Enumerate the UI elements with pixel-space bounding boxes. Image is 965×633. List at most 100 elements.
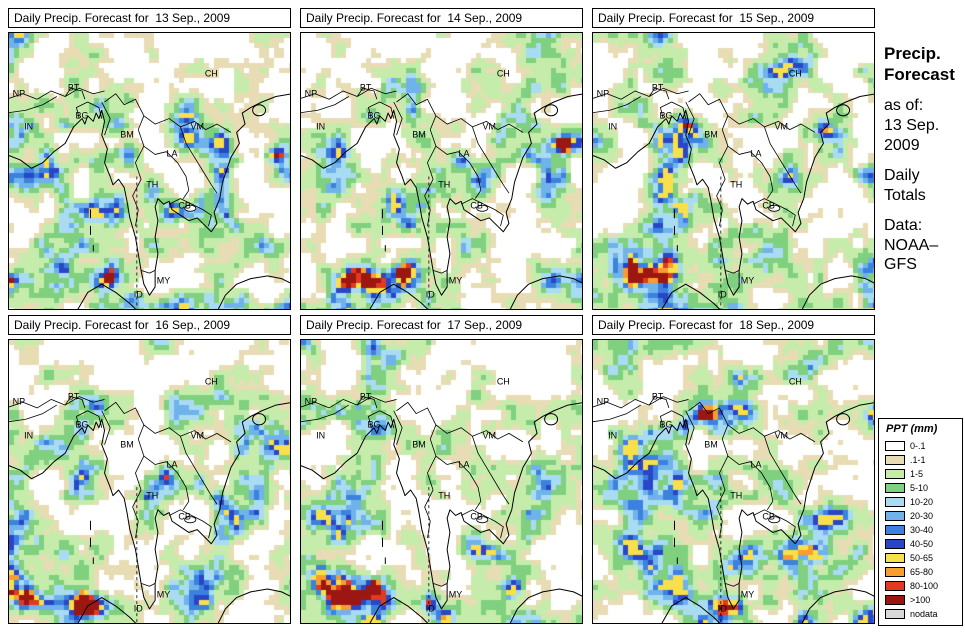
- map-label-bm: BM: [412, 439, 426, 450]
- map-label-in: IN: [608, 430, 618, 441]
- map-label-cb: CB: [762, 200, 775, 210]
- borneo-coastline: [509, 589, 582, 623]
- as-of-date-line1: 13 Sep.: [884, 116, 940, 134]
- spacer: [884, 85, 964, 96]
- legend-title: PPT (mm): [886, 423, 938, 435]
- data-source-line2: GFS: [884, 256, 917, 274]
- map-label-bm: BM: [120, 439, 134, 450]
- legend-swatch: [885, 483, 905, 493]
- legend-swatch: [885, 441, 905, 451]
- legend-swatch: [885, 455, 905, 465]
- tonle-sap-lake: [769, 517, 780, 523]
- map-label-la: LA: [750, 459, 762, 470]
- as-of-date-line2: 2009: [884, 136, 920, 154]
- map-label-id: ID: [717, 289, 727, 300]
- legend-label: 50-65: [910, 553, 934, 563]
- map-label-np: NP: [596, 396, 610, 407]
- map-label-bg: BG: [75, 419, 89, 430]
- precip-map: NP BT BG IN BM CH VM LA TH CB MY ID: [592, 32, 875, 310]
- legend-row: 65-80: [885, 565, 960, 579]
- map-label-bg: BG: [75, 110, 89, 121]
- as-of-label: as of:: [884, 97, 924, 115]
- data-source-line1: NOAA–: [884, 236, 939, 254]
- panel-title: Daily Precip. Forecast for 16 Sep., 2009: [8, 315, 291, 335]
- forecast-panel-17sep: Daily Precip. Forecast for 17 Sep., 2009…: [300, 315, 583, 624]
- legend-swatch: [885, 581, 905, 591]
- sumatra-coastline: [76, 598, 138, 623]
- andaman-islands: [90, 210, 93, 251]
- hainan-island: [253, 105, 266, 116]
- map-label-th: TH: [730, 490, 743, 501]
- precip-map: NP BT BG IN BM CH VM LA TH CB MY ID: [8, 339, 291, 624]
- map-label-la: LA: [166, 148, 178, 159]
- map-label-bt: BT: [359, 391, 372, 402]
- precip-raster: [593, 340, 874, 623]
- forecast-panel-16sep: Daily Precip. Forecast for 16 Sep., 2009…: [8, 315, 291, 624]
- map-label-id: ID: [425, 603, 435, 614]
- side-title-line1: Precip.: [884, 44, 941, 63]
- sumatra-coastline: [660, 284, 722, 309]
- legend-row: 0-.1: [885, 439, 960, 453]
- legend-label: 5-10: [910, 483, 929, 493]
- panel-title: Daily Precip. Forecast for 17 Sep., 2009: [300, 315, 583, 335]
- map-label-ch: CH: [496, 68, 510, 79]
- side-title-line2: Forecast: [884, 64, 955, 84]
- coastline-overlay: [301, 33, 582, 309]
- legend-row: nodata: [885, 607, 960, 621]
- spacer: [884, 155, 964, 166]
- legend-row: 50-65: [885, 551, 960, 565]
- andaman-islands: [674, 210, 677, 251]
- map-label-th: TH: [438, 179, 451, 190]
- tonle-sap-lake: [477, 517, 488, 523]
- precip-raster: [301, 340, 582, 623]
- legend: PPT (mm) 0-.1 .1-1 1-5 5-10 10-20 20-30 30-40 4…: [878, 418, 963, 626]
- map-label-bt: BT: [651, 82, 664, 93]
- sumatra-coastline: [76, 284, 138, 309]
- legend-row: .1-1: [885, 453, 960, 467]
- country-borders: [593, 397, 815, 587]
- map-label-id: ID: [133, 603, 143, 614]
- hainan-island: [545, 105, 558, 116]
- hainan-island: [253, 414, 266, 425]
- precip-raster: [593, 33, 874, 309]
- borneo-coastline: [801, 276, 874, 309]
- legend-swatch: [885, 511, 905, 521]
- map-label-my: MY: [740, 589, 755, 600]
- side-info: Precip. Forecast as of: 13 Sep. 2009 Dai…: [884, 44, 964, 275]
- borneo-coastline: [217, 276, 290, 309]
- map-label-cb: CB: [178, 200, 191, 210]
- country-borders: [301, 88, 523, 273]
- legend-label: nodata: [910, 609, 938, 619]
- andaman-islands: [674, 521, 677, 563]
- precip-raster: [301, 33, 582, 309]
- panel-title: Daily Precip. Forecast for 14 Sep., 2009: [300, 8, 583, 28]
- legend-label: 0-.1: [910, 441, 926, 451]
- legend-swatch: [885, 539, 905, 549]
- andaman-islands: [90, 521, 93, 563]
- country-borders: [593, 88, 815, 273]
- map-label-cb: CB: [762, 511, 775, 522]
- legend-swatch: [885, 567, 905, 577]
- borneo-coastline: [509, 276, 582, 309]
- map-label-th: TH: [438, 490, 451, 501]
- legend-swatch: [885, 553, 905, 563]
- precip-raster: [9, 340, 290, 623]
- map-label-np: NP: [304, 396, 318, 407]
- legend-swatch: [885, 525, 905, 535]
- map-label-in: IN: [316, 121, 326, 132]
- map-label-my: MY: [156, 589, 171, 600]
- spacer: [884, 205, 964, 216]
- legend-row: 30-40: [885, 523, 960, 537]
- map-label-my: MY: [448, 589, 463, 600]
- legend-label: .1-1: [910, 455, 926, 465]
- legend-label: 65-80: [910, 567, 934, 577]
- map-label-la: LA: [750, 148, 762, 159]
- legend-swatch: [885, 497, 905, 507]
- tonle-sap-lake: [185, 517, 196, 523]
- data-source-label: Data:: [884, 217, 923, 235]
- forecast-panel-14sep: Daily Precip. Forecast for 14 Sep., 2009…: [300, 8, 583, 310]
- map-label-th: TH: [146, 490, 159, 501]
- coastline-overlay: [593, 33, 874, 309]
- tonle-sap-lake: [477, 205, 488, 211]
- map-label-bg: BG: [659, 419, 673, 430]
